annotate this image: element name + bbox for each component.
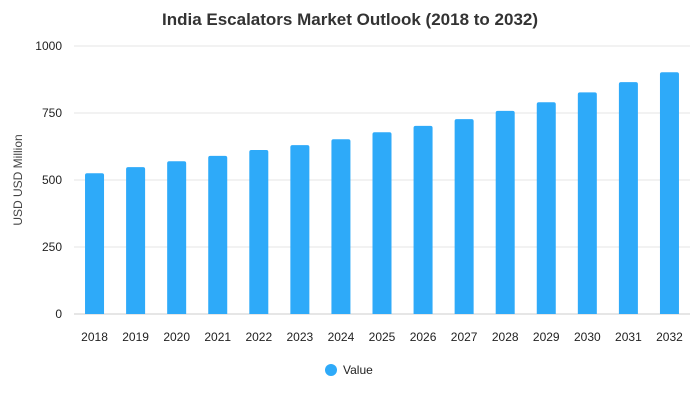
x-tick-label: 2031 xyxy=(615,330,642,344)
x-tick-label: 2018 xyxy=(81,330,108,344)
bar-2027[interactable] xyxy=(454,119,474,314)
x-tick-label: 2021 xyxy=(204,330,231,344)
x-tick-label: 2028 xyxy=(492,330,519,344)
legend[interactable]: Value xyxy=(325,363,373,377)
x-tick-label: 2020 xyxy=(163,330,190,344)
y-tick-label: 1000 xyxy=(35,39,62,53)
bar-2021[interactable] xyxy=(208,155,228,314)
bar-2024[interactable] xyxy=(331,139,351,314)
bar-2022[interactable] xyxy=(249,149,269,314)
y-tick-label: 750 xyxy=(42,106,62,120)
bar-2018[interactable] xyxy=(85,173,105,314)
legend-label-value: Value xyxy=(343,363,373,377)
x-tick-label: 2019 xyxy=(122,330,149,344)
bar-2025[interactable] xyxy=(372,132,392,314)
x-tick-label: 2029 xyxy=(533,330,560,344)
x-tick-label: 2032 xyxy=(656,330,683,344)
y-tick-labels: 0 250 500 750 1000 xyxy=(35,39,62,321)
bar-2028[interactable] xyxy=(495,110,515,314)
x-tick-label: 2030 xyxy=(574,330,601,344)
x-tick-label: 2024 xyxy=(328,330,355,344)
x-tick-label: 2027 xyxy=(451,330,478,344)
bar-2029[interactable] xyxy=(536,102,556,314)
bars xyxy=(85,72,679,315)
x-tick-label: 2022 xyxy=(245,330,272,344)
bar-2030[interactable] xyxy=(577,92,597,314)
bar-2032[interactable] xyxy=(659,72,679,314)
y-tick-label: 500 xyxy=(42,173,62,187)
bar-2020[interactable] xyxy=(167,161,187,314)
bar-2019[interactable] xyxy=(126,167,146,314)
bar-2026[interactable] xyxy=(413,125,433,314)
x-tick-label: 2023 xyxy=(287,330,314,344)
chart-title: India Escalators Market Outlook (2018 to… xyxy=(162,10,538,29)
bar-2031[interactable] xyxy=(618,82,638,315)
y-tick-label: 250 xyxy=(42,240,62,254)
bar-2023[interactable] xyxy=(290,145,310,314)
legend-swatch-value xyxy=(325,364,337,376)
y-tick-label: 0 xyxy=(55,307,62,321)
x-tick-label: 2026 xyxy=(410,330,437,344)
x-tick-label: 2025 xyxy=(369,330,396,344)
x-tick-labels: 2018 2019 2020 2021 2022 2023 2024 2025 2026 2027… xyxy=(81,330,683,344)
y-axis-label: USD USD Million xyxy=(11,134,25,225)
